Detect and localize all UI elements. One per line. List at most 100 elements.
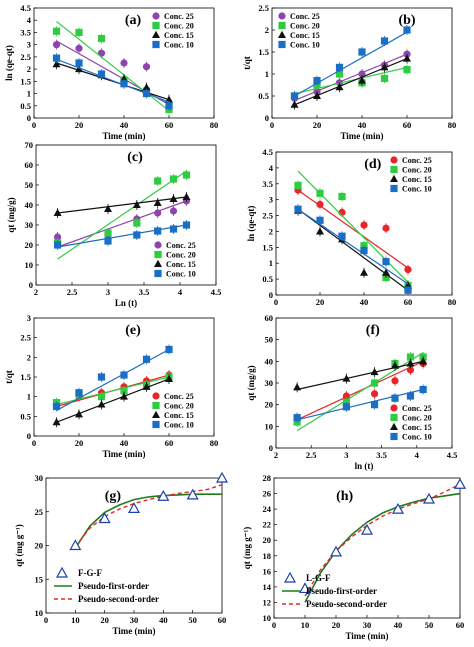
data-point (54, 233, 62, 241)
legend-marker (152, 420, 160, 429)
series-conc-10 (290, 25, 411, 101)
series-conc-10 (52, 53, 173, 111)
data-point (404, 265, 412, 274)
y-axis-label: ln (qe-qt) (4, 45, 14, 81)
panel-label: (b) (398, 13, 415, 28)
y-tick-label: 40 (25, 200, 34, 210)
legend-label: Pseudo-first-order (306, 586, 377, 596)
data-point (391, 502, 405, 514)
fit-line (57, 224, 187, 248)
y-tick-label: 0 (265, 113, 269, 123)
data-point (370, 401, 379, 409)
panel-c: 2 2.5 3 3.5 4 4.5 0 10 20 30 40 50 60 70 Ln (t) qt (mg/… (6, 140, 221, 308)
legend-label: Conc. 20 (402, 414, 432, 423)
data-point (370, 379, 379, 387)
data-point (104, 229, 112, 237)
x-tick-label: 30 (363, 620, 372, 630)
data-point (316, 227, 324, 235)
x-tick-label: 3.5 (139, 287, 150, 297)
x-tick-label: 40 (120, 438, 129, 448)
x-tick-label: 3.5 (376, 450, 387, 460)
y-tick-label: 24 (263, 504, 272, 514)
x-tick-label: 20 (100, 615, 109, 625)
x-tick-label: 30 (130, 615, 139, 625)
fit-line (296, 388, 424, 421)
fit-line (56, 40, 170, 106)
y-tick-label: 20 (25, 240, 34, 250)
x-tick-label: 50 (425, 620, 434, 630)
data-point (52, 60, 61, 68)
y-tick-label: 3.5 (20, 27, 31, 37)
data-point (69, 539, 82, 551)
fit-line (294, 31, 408, 97)
y-tick-label: 2.5 (20, 333, 31, 343)
data-point (75, 410, 83, 418)
y-tick-label: 1.5 (20, 372, 31, 382)
x-tick-label: 0 (44, 615, 48, 625)
y-tick-label: 0 (27, 113, 31, 123)
x-tick-label: 40 (358, 120, 367, 130)
fit-line (296, 360, 424, 391)
data-point (338, 232, 346, 240)
fit-line (296, 360, 424, 421)
data-point (360, 523, 374, 535)
data-point (313, 91, 321, 99)
data-point (313, 77, 321, 85)
fit-line (294, 66, 408, 95)
legend-label: Conc. 10 (164, 421, 194, 430)
data-point (75, 59, 83, 67)
data-point (422, 492, 436, 504)
panel-label: (g) (105, 489, 122, 504)
y-tick-label: 4 (269, 163, 274, 173)
y-tick-label: 0 (27, 431, 31, 441)
data-point (75, 28, 83, 37)
data-point (380, 74, 389, 82)
data-point (406, 392, 415, 400)
x-axis-label: Time (min) (345, 631, 388, 641)
data-point (380, 37, 389, 45)
legend-label: L-G-F (306, 573, 331, 583)
data-point (335, 83, 344, 91)
y-tick-label: 2.5 (20, 52, 31, 62)
x-tick-label: 4 (178, 287, 183, 297)
y-tick-label: 4.5 (262, 147, 273, 157)
legend-label: Conc. 25 (164, 12, 194, 21)
fit-line (294, 58, 408, 106)
legend-label: Conc. 10 (166, 270, 196, 279)
data-point (419, 357, 428, 365)
data-point (142, 382, 151, 390)
data-point (154, 177, 162, 185)
legend-marker (152, 40, 160, 49)
y-tick-label: 20 (263, 535, 272, 545)
data-point (382, 268, 390, 276)
data-point (169, 194, 178, 202)
data-point (329, 545, 343, 557)
y-tick-label: 2.5 (262, 211, 273, 221)
data-point (370, 390, 379, 398)
data-point (104, 204, 112, 212)
legend-marker (390, 422, 398, 430)
data-point (120, 59, 128, 67)
data-point (127, 502, 141, 513)
data-point (406, 353, 415, 361)
data-point (406, 359, 415, 367)
data-point (104, 237, 112, 245)
y-tick-label: 1 (265, 69, 269, 79)
y-axis-label: qt (mg/g) (6, 197, 16, 232)
x-tick-label: 60 (165, 120, 174, 130)
data-point (165, 374, 173, 382)
data-point (391, 377, 399, 385)
y-tick-label: 10 (25, 260, 34, 270)
series-conc-15 (52, 373, 173, 428)
panel-label: (f) (366, 323, 380, 338)
y-tick-label: 26 (263, 489, 272, 499)
data-point (298, 582, 312, 594)
fit-line (56, 20, 170, 112)
data-point (453, 477, 467, 489)
x-tick-label: 2.5 (306, 450, 317, 460)
x-tick-label: 40 (394, 620, 403, 630)
x-tick-label: 50 (188, 615, 197, 625)
